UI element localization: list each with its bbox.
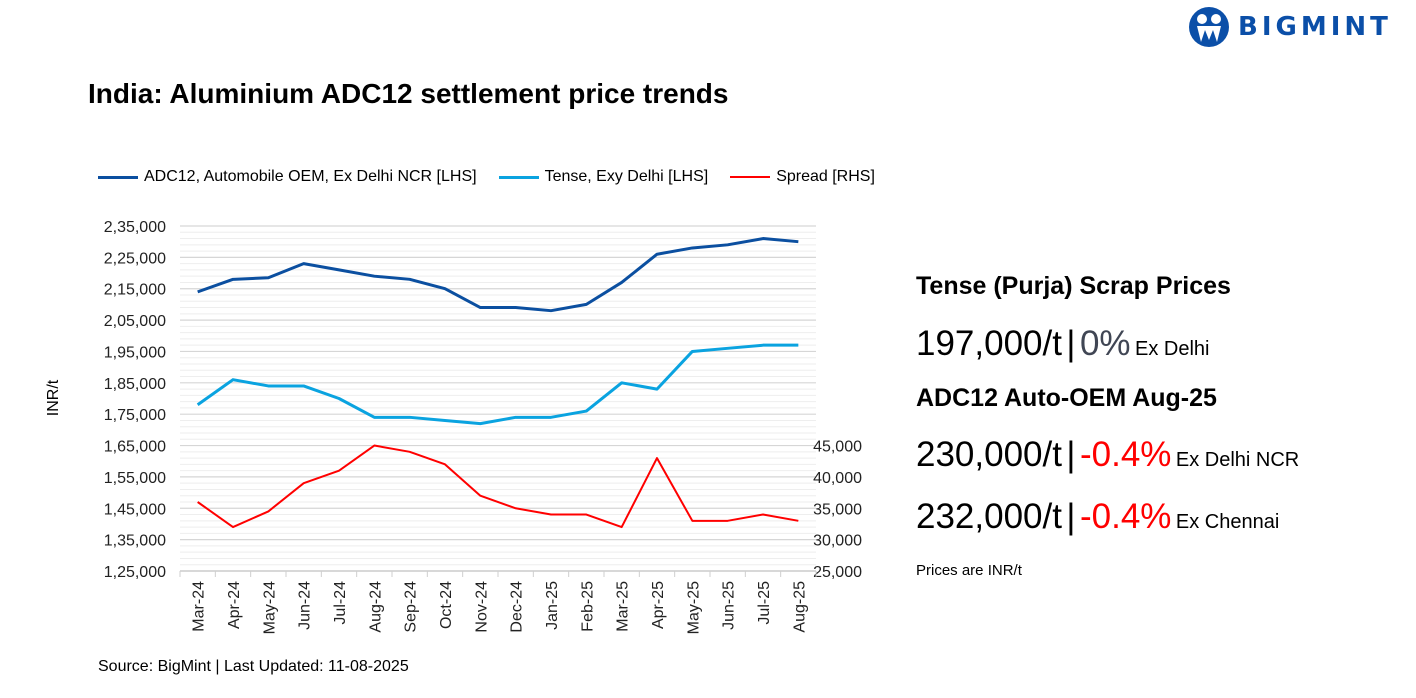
adc-heading: ADC12 Auto-OEM Aug-25 [916,384,1217,412]
adc-chennai-price: 232,000/t [916,497,1062,536]
separator: | [1066,324,1076,363]
x-tick-label: Jul-25 [756,581,773,625]
adc-delhi-change: -0.4% [1079,435,1172,474]
tense-price: 197,000/t [916,324,1062,363]
tense-location: Ex Delhi [1135,338,1210,360]
y-tick-label: 2,35,000 [104,219,166,236]
brand-logo: BIGMINT [1188,6,1392,48]
x-tick-label: Feb-25 [579,581,596,632]
y-tick-label: 1,85,000 [104,376,166,393]
legend-swatch [730,176,771,178]
separator: | [1066,435,1076,474]
y2-tick-label: 40,000 [813,470,862,487]
brand-name: BIGMINT [1238,12,1392,42]
bigmint-logo-icon [1189,7,1229,47]
adc-delhi-row: 230,000/t | -0.4% Ex Delhi NCR [916,435,1299,475]
x-tick-label: Mar-25 [615,581,632,632]
x-tick-label: Jan-25 [544,581,561,630]
y-tick-label: 1,65,000 [104,439,166,456]
x-tick-label: Aug-25 [791,581,808,633]
tense-price-row: 197,000/t | 0% Ex Delhi [916,324,1210,364]
series-line-0 [197,237,799,313]
legend-swatch [498,175,539,179]
y-tick-label: 1,55,000 [104,470,166,487]
legend-label: Tense, Exy Delhi [LHS] [544,168,709,185]
y-axis-label: INR/t [45,379,62,416]
adc-delhi-price: 230,000/t [916,435,1062,474]
separator: | [1066,497,1076,536]
x-tick-label: Sep-24 [403,581,420,633]
adc-chennai-change: -0.4% [1079,497,1172,536]
legend: ADC12, Automobile OEM, Ex Delhi NCR [LHS… [98,168,875,186]
y-tick-label: 2,05,000 [104,313,166,330]
y-tick-label: 1,35,000 [104,533,166,550]
x-tick-label: Dec-24 [509,581,526,633]
y-tick-label: 2,15,000 [104,282,166,299]
legend-swatch [98,175,138,179]
y2-tick-label: 25,000 [813,564,862,581]
chart-title: India: Aluminium ADC12 settlement price … [88,78,729,109]
legend-label: ADC12, Automobile OEM, Ex Delhi NCR [LHS… [144,168,477,185]
y2-tick-label: 30,000 [813,533,862,550]
source-note: Source: BigMint | Last Updated: 11-08-20… [98,658,409,675]
tense-change: 0% [1079,324,1131,363]
y-tick-label: 1,25,000 [104,564,166,581]
x-tick-label: Oct-24 [438,581,455,629]
x-tick-label: Apr-24 [226,581,243,629]
y2-tick-label: 35,000 [813,501,862,518]
x-tick-label: Nov-24 [473,581,490,633]
y-tick-label: 2,25,000 [104,250,166,267]
series-line-1 [196,343,799,426]
tense-heading: Tense (Purja) Scrap Prices [916,272,1231,300]
x-tick-label: Apr-25 [650,581,667,629]
adc-chennai-row: 232,000/t | -0.4% Ex Chennai [916,497,1279,537]
series-line-2 [197,444,799,529]
x-tick-label: Jun-25 [721,581,738,630]
x-tick-label: Aug-24 [367,581,384,633]
x-tick-label: Jun-24 [297,581,314,630]
price-unit-note: Prices are INR/t [916,562,1022,579]
adc-delhi-location: Ex Delhi NCR [1175,449,1300,471]
y2-tick-label: 45,000 [813,439,862,456]
legend-item-adc12: ADC12, Automobile OEM, Ex Delhi NCR [LHS… [98,168,477,186]
adc-chennai-location: Ex Chennai [1175,511,1280,533]
x-tick-label: May-25 [685,581,702,634]
legend-item-tense: Tense, Exy Delhi [LHS] [498,168,709,186]
legend-item-spread: Spread [RHS] [730,168,875,186]
x-tick-label: Jul-24 [332,581,349,625]
legend-label: Spread [RHS] [776,168,875,185]
y-tick-label: 1,45,000 [104,501,166,518]
x-tick-label: Mar-24 [191,581,208,632]
y-tick-label: 1,95,000 [104,344,166,361]
x-tick-label: May-24 [261,581,278,634]
y-tick-label: 1,75,000 [104,407,166,424]
